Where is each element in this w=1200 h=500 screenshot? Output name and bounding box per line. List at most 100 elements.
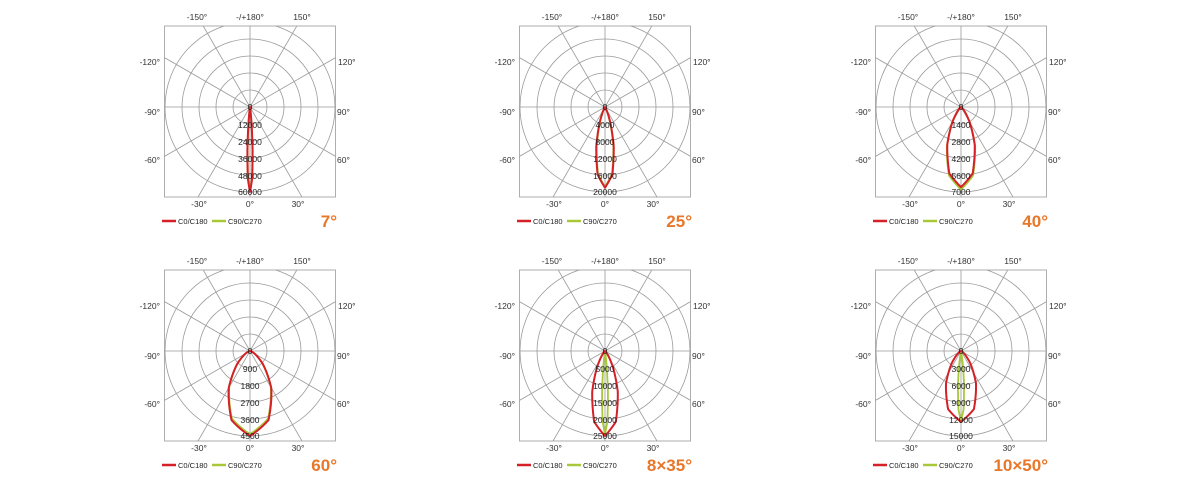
angle-label: -150° — [898, 12, 918, 22]
ring-label: 20000 — [593, 415, 617, 425]
angle-label: -90° — [144, 351, 160, 361]
angle-label: 0° — [601, 443, 609, 453]
legend-label-c0: C0/C180 — [889, 461, 919, 470]
series-c0-c180-curve — [227, 350, 273, 437]
ring-label: 8000 — [596, 137, 615, 147]
ring-label: 3600 — [241, 415, 260, 425]
angle-label: 60° — [337, 399, 350, 409]
angle-label: 30° — [647, 443, 660, 453]
ring-label: 0 — [248, 102, 253, 112]
angle-label: -90° — [499, 351, 515, 361]
angle-label: 150° — [648, 12, 666, 22]
series-c0-c180-curve — [946, 106, 976, 189]
ring-label: 5600 — [952, 171, 971, 181]
angle-label: 150° — [293, 256, 311, 266]
polar-chart-2: -150° -/+180° 150° -120° 120° -90° 90° -60° 60° -… — [495, 12, 711, 231]
angle-label: 30° — [1003, 199, 1016, 209]
ring-label: 60000 — [238, 187, 262, 197]
angle-label: -120° — [140, 301, 160, 311]
angle-label: -150° — [898, 256, 918, 266]
chart-title: 7° — [321, 212, 337, 231]
grid-spoke — [202, 26, 303, 197]
series-c90-c270-curve — [601, 350, 609, 436]
angle-label: 60° — [1048, 399, 1061, 409]
angle-label: -30° — [191, 199, 207, 209]
angle-label: 90° — [692, 351, 705, 361]
ring-label: 0 — [603, 102, 608, 112]
polar-chart-3: -150° -/+180° 150° -120° 120° -90° 90° -60° 60° -… — [851, 12, 1067, 231]
legend-label-c90: C90/C270 — [228, 461, 262, 470]
angle-label: -90° — [855, 107, 871, 117]
ring-label: 900 — [243, 364, 257, 374]
angle-label: -/+180° — [236, 12, 264, 22]
ring-label: 48000 — [238, 171, 262, 181]
angle-label: -120° — [495, 301, 515, 311]
ring-label: 1400 — [952, 120, 971, 130]
legend-label-c0: C0/C180 — [178, 461, 208, 470]
angle-label: 0° — [601, 199, 609, 209]
angle-label: 0° — [246, 199, 254, 209]
ring-label: 4500 — [241, 431, 260, 441]
ring-label: 3000 — [952, 364, 971, 374]
grid-spoke — [202, 270, 303, 441]
angle-label: 120° — [1049, 301, 1067, 311]
angle-label: 0° — [957, 443, 965, 453]
angle-label: -/+180° — [236, 256, 264, 266]
angle-label: 150° — [1004, 12, 1022, 22]
angle-label: 60° — [692, 399, 705, 409]
grid-spoke — [913, 270, 1014, 441]
angle-label: -/+180° — [947, 12, 975, 22]
angle-label: -60° — [499, 155, 515, 165]
ring-label: 15000 — [949, 431, 973, 441]
ring-label: 16000 — [593, 171, 617, 181]
ring-label: 2700 — [241, 398, 260, 408]
grid-spoke — [197, 26, 298, 197]
chart-title: 40° — [1022, 212, 1048, 231]
angle-label: -/+180° — [947, 256, 975, 266]
angle-label: -30° — [902, 443, 918, 453]
series-c0-c180-curve — [246, 106, 254, 193]
chart-title: 10×50° — [993, 456, 1048, 475]
angle-label: -120° — [495, 57, 515, 67]
ring-label: 0 — [959, 346, 964, 356]
angle-label: 60° — [692, 155, 705, 165]
angle-label: -90° — [499, 107, 515, 117]
angle-label: -150° — [542, 12, 562, 22]
angle-label: 30° — [647, 199, 660, 209]
chart-title: 60° — [311, 456, 337, 475]
angle-label: 150° — [648, 256, 666, 266]
series-c0-c180-curve — [944, 350, 978, 423]
angle-label: -60° — [855, 155, 871, 165]
legend-label-c0: C0/C180 — [533, 461, 563, 470]
angle-label: -150° — [187, 12, 207, 22]
legend-label-c90: C90/C270 — [583, 461, 617, 470]
angle-label: -120° — [140, 57, 160, 67]
angle-label: -60° — [144, 155, 160, 165]
series-c0-c180-curve — [595, 106, 615, 189]
polar-chart-4: -150° -/+180° 150° -120° 120° -90° 90° -60° 60° -… — [140, 256, 356, 475]
angle-label: 0° — [246, 443, 254, 453]
ring-label: 12000 — [238, 120, 262, 130]
ring-label: 4000 — [596, 120, 615, 130]
angle-label: -/+180° — [591, 256, 619, 266]
ring-label: 0 — [959, 102, 964, 112]
angle-label: 120° — [1049, 57, 1067, 67]
angle-label: -60° — [144, 399, 160, 409]
series-c0-c180-curve — [591, 350, 619, 437]
polar-chart-5: -150° -/+180° 150° -120° 120° -90° 90° -60° 60° -… — [495, 256, 711, 475]
ring-label: 6000 — [952, 381, 971, 391]
legend-label-c0: C0/C180 — [533, 217, 563, 226]
ring-label: 4200 — [952, 154, 971, 164]
angle-label: 120° — [693, 57, 711, 67]
ring-label: 0 — [248, 346, 253, 356]
ring-label: 20000 — [593, 187, 617, 197]
angle-label: -60° — [855, 399, 871, 409]
angle-label: 60° — [1048, 155, 1061, 165]
angle-label: 90° — [337, 107, 350, 117]
ring-label: 2800 — [952, 137, 971, 147]
ring-label: 7000 — [952, 187, 971, 197]
angle-label: 150° — [293, 12, 311, 22]
angle-label: 120° — [338, 301, 356, 311]
angle-label: 90° — [1048, 107, 1061, 117]
